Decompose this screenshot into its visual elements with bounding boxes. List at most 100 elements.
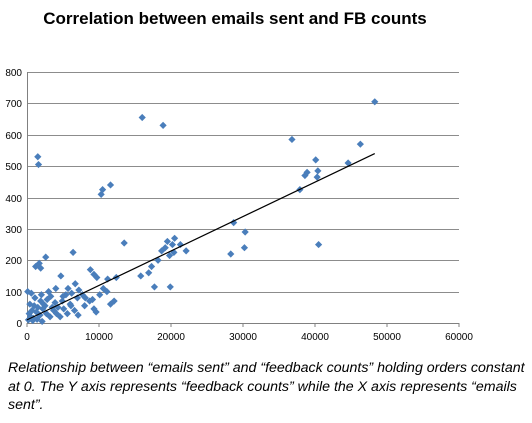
data-point (312, 156, 320, 164)
data-point (63, 309, 71, 318)
data-point (60, 305, 68, 313)
data-point (315, 240, 323, 249)
data-point (69, 248, 77, 257)
data-point (147, 262, 156, 271)
data-point (303, 168, 311, 176)
data-point (42, 309, 51, 318)
data-point (81, 302, 89, 310)
data-point (314, 167, 322, 175)
data-point (86, 297, 94, 305)
data-point (137, 272, 145, 280)
data-point (168, 240, 177, 249)
data-point (27, 289, 35, 297)
data-point (241, 228, 249, 236)
x-tick-label: 0 (24, 332, 30, 343)
data-point (41, 302, 49, 310)
x-tick-label: 20000 (157, 332, 185, 343)
y-tick-label: 600 (5, 131, 22, 142)
data-point (88, 295, 97, 304)
data-point (240, 244, 249, 252)
data-point (57, 272, 65, 280)
data-point (106, 181, 115, 189)
data-point (42, 253, 50, 261)
data-point (138, 113, 146, 122)
data-point (52, 309, 61, 318)
data-point (30, 302, 38, 310)
data-point (32, 262, 40, 271)
data-point (50, 306, 58, 315)
tick-labels: 0 100 200 300 400 500 600 700 800 0 10000 20000 3000… (5, 68, 473, 343)
data-point (74, 311, 82, 319)
data-point (166, 283, 174, 291)
data-point (81, 294, 89, 302)
data-point (99, 186, 107, 194)
chart-title: Correlation between emails sent and FB c… (43, 9, 427, 28)
data-point (25, 309, 33, 318)
data-point (161, 244, 169, 252)
y-tick-label: 0 (16, 319, 22, 330)
y-tick-label: 400 (5, 194, 22, 205)
data-point (34, 153, 42, 161)
data-point (93, 273, 101, 282)
x-tick-label: 40000 (301, 332, 329, 343)
data-point (27, 313, 35, 321)
data-point (58, 297, 66, 305)
data-point (59, 292, 67, 300)
data-point (103, 288, 111, 296)
data-point (92, 308, 100, 316)
data-point (37, 264, 45, 272)
data-point (31, 294, 39, 302)
data-point (176, 240, 184, 249)
y-tick-label: 500 (5, 162, 22, 173)
data-point (71, 280, 79, 288)
y-tick-label: 100 (5, 288, 22, 299)
data-point (51, 299, 59, 307)
data-point (24, 288, 32, 296)
x-tick-label: 10000 (85, 332, 113, 343)
y-tick-label: 700 (5, 99, 22, 110)
data-point (64, 284, 72, 293)
data-point (37, 297, 45, 305)
data-point (344, 159, 352, 167)
scatter-chart: Correlation between emails sent and FB c… (5, 9, 473, 343)
data-point (38, 317, 46, 326)
data-point (288, 135, 296, 144)
y-tick-label: 300 (5, 225, 22, 236)
data-point (90, 305, 98, 313)
data-point (110, 297, 118, 305)
data-point (90, 270, 98, 278)
data-point (24, 316, 33, 324)
data-point (145, 269, 153, 277)
y-tick-label: 200 (5, 256, 22, 267)
data-points (24, 98, 379, 326)
data-point (46, 313, 54, 321)
data-point (52, 284, 60, 293)
data-point (70, 306, 79, 315)
data-point (150, 283, 159, 291)
data-point (163, 237, 171, 246)
data-point (37, 291, 45, 299)
data-point (66, 300, 74, 308)
data-point (120, 239, 128, 247)
x-tick-label: 50000 (373, 332, 401, 343)
data-point (356, 140, 364, 148)
axes (26, 72, 460, 327)
trendline-group (26, 153, 376, 321)
trendline (26, 153, 376, 321)
gridlines (27, 72, 459, 293)
x-tick-label: 30000 (229, 332, 257, 343)
data-point (165, 251, 174, 260)
data-point (45, 288, 53, 296)
data-point (39, 305, 47, 313)
data-point (227, 250, 235, 258)
data-point (86, 266, 94, 274)
data-point (99, 284, 107, 293)
data-point (313, 173, 321, 181)
x-tick-label: 60000 (445, 332, 473, 343)
data-point (104, 275, 112, 283)
data-point (68, 289, 76, 297)
data-point (73, 294, 81, 302)
data-point (34, 160, 43, 169)
data-point (159, 121, 167, 129)
data-point (371, 98, 379, 106)
